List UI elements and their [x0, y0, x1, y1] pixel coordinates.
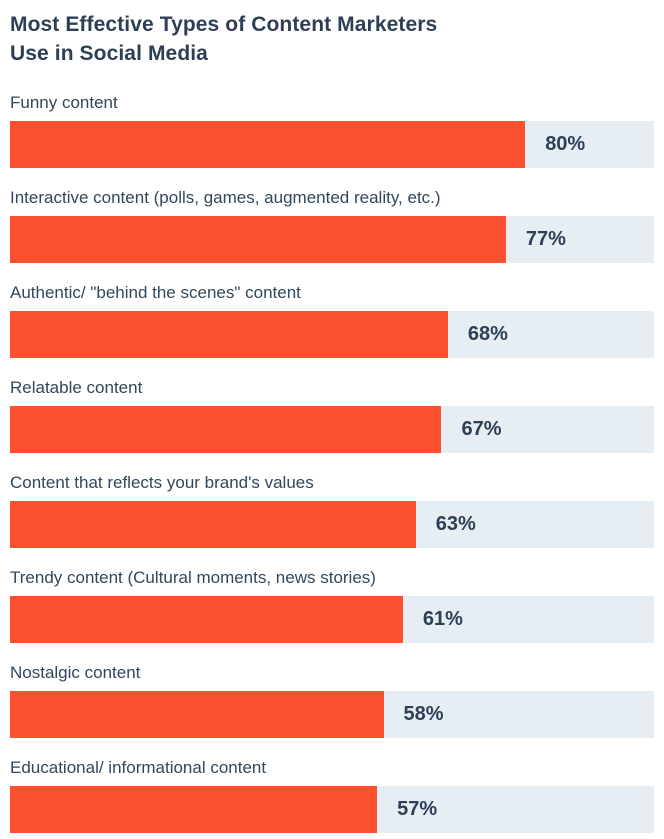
bar-row-6: Trendy content (Cultural moments, news s… — [10, 567, 654, 643]
bar-value: 67% — [461, 418, 502, 440]
bar-rows: Funny content 80% Interactive content (p… — [10, 92, 654, 833]
bar-row-4: Relatable content 67% — [10, 377, 654, 453]
bar-fill — [10, 406, 442, 453]
bar-label: Educational/ informational content — [10, 758, 267, 777]
bar-chart: Most Effective Types of Content Marketer… — [10, 10, 654, 833]
bar-label: Trendy content (Cultural moments, news s… — [10, 568, 376, 587]
bar-label: Authentic/ "behind the scenes" content — [10, 283, 301, 302]
bar-fill — [10, 691, 384, 738]
bar-track: 57% — [10, 786, 654, 833]
bar-fill — [10, 216, 506, 263]
bar-value: 80% — [545, 133, 586, 155]
bar-value: 77% — [525, 228, 566, 250]
bar-value: 58% — [403, 703, 444, 725]
bar-row-8: Educational/ informational content 57% — [10, 757, 654, 833]
bar-track: 67% — [10, 406, 654, 453]
bar-label: Funny content — [10, 93, 118, 112]
bar-track: 58% — [10, 691, 654, 738]
bar-fill — [10, 786, 378, 833]
bar-track: 80% — [10, 121, 654, 168]
bar-row-3: Authentic/ "behind the scenes" content 6… — [10, 282, 654, 358]
bar-value: 63% — [435, 513, 476, 535]
bar-track: 61% — [10, 596, 654, 643]
bar-value: 68% — [467, 323, 508, 345]
bar-fill — [10, 501, 416, 548]
chart-title-line2: Use in Social Media — [10, 42, 208, 65]
bar-fill — [10, 121, 526, 168]
bar-track: 77% — [10, 216, 654, 263]
bar-fill — [10, 311, 448, 358]
chart-title: Most Effective Types of Content Marketer… — [10, 10, 654, 68]
bar-label: Relatable content — [10, 378, 143, 397]
bar-value: 57% — [397, 798, 438, 820]
bar-label: Content that reflects your brand's value… — [10, 473, 314, 492]
bar-label: Interactive content (polls, games, augme… — [10, 188, 441, 207]
bar-fill — [10, 596, 403, 643]
bar-track: 63% — [10, 501, 654, 548]
bar-row-2: Interactive content (polls, games, augme… — [10, 187, 654, 263]
chart-title-line1: Most Effective Types of Content Marketer… — [10, 13, 438, 36]
bar-row-1: Funny content 80% — [10, 92, 654, 168]
bar-value: 61% — [422, 608, 463, 630]
bar-row-7: Nostalgic content 58% — [10, 662, 654, 738]
bar-row-5: Content that reflects your brand's value… — [10, 472, 654, 548]
bar-track: 68% — [10, 311, 654, 358]
bar-label: Nostalgic content — [10, 663, 141, 682]
